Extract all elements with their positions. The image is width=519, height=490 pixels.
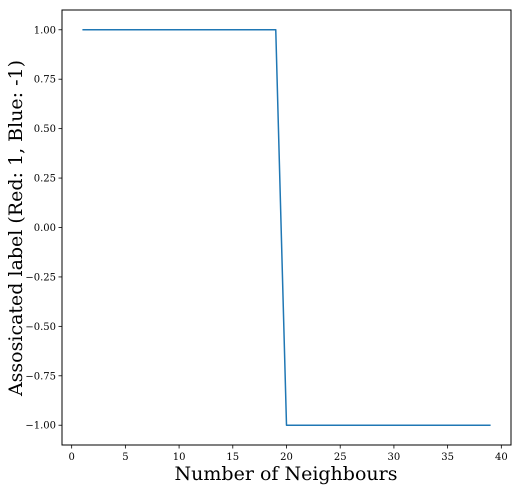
x-axis-ticks: 0 5 10 15 20 25 30 35 40 <box>68 445 508 463</box>
y-tick-label: 1.00 <box>34 25 56 36</box>
x-tick-label: 35 <box>441 452 454 463</box>
plot-area <box>61 9 512 446</box>
x-tick-label: 15 <box>226 452 239 463</box>
y-tick-label: −1.00 <box>25 421 56 432</box>
y-tick-label: 0.50 <box>34 124 56 135</box>
x-tick-label: 30 <box>388 452 401 463</box>
y-axis-title: Assosicated label (Red: 1, Blue: -1) <box>5 60 27 397</box>
y-tick-label: 0.00 <box>34 223 56 234</box>
x-tick-label: 20 <box>280 452 293 463</box>
y-tick-label: −0.50 <box>25 322 56 333</box>
x-tick-label: 25 <box>334 452 347 463</box>
x-tick-label: 40 <box>495 452 508 463</box>
x-tick-label: 0 <box>68 452 74 463</box>
y-tick-label: −0.25 <box>25 272 56 283</box>
y-axis-ticks: 1.00 0.75 0.50 0.25 0.00 −0.25 −0.50 −0.75 −1.00 <box>25 25 62 432</box>
series-layer <box>82 29 491 426</box>
y-tick-label: 0.75 <box>34 75 56 86</box>
x-tick-label: 10 <box>173 452 186 463</box>
x-axis-title: Number of Neighbours <box>175 463 398 485</box>
series-line-0 <box>82 29 491 426</box>
x-tick-label: 5 <box>122 452 128 463</box>
y-tick-label: −0.75 <box>25 371 56 382</box>
y-tick-label: 0.25 <box>34 174 56 185</box>
